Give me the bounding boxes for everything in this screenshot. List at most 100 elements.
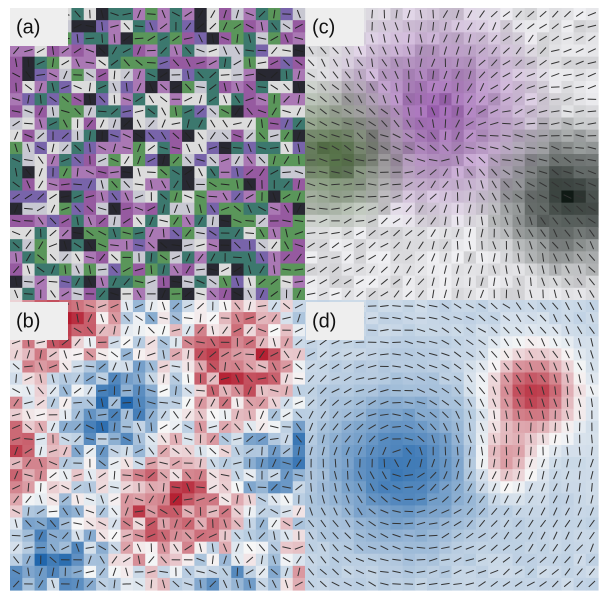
spin-arrow xyxy=(282,485,291,489)
spin-arrow xyxy=(306,340,316,345)
spin-arrow xyxy=(492,216,496,226)
spin-arrow xyxy=(405,95,412,103)
spin-arrow xyxy=(208,509,218,514)
spin-arrow xyxy=(467,374,473,383)
spin-arrow xyxy=(443,265,447,274)
spin-arrow xyxy=(198,143,203,153)
spin-arrow xyxy=(76,301,79,311)
spin-arrow xyxy=(443,82,448,92)
spin-arrow xyxy=(308,531,314,540)
spin-arrow xyxy=(270,568,278,576)
spin-arrow xyxy=(11,219,21,223)
spin-arrow xyxy=(392,194,401,199)
spin-arrow xyxy=(490,580,498,587)
spin-arrow xyxy=(294,303,303,309)
spin-arrow xyxy=(24,48,33,53)
spin-arrow xyxy=(61,85,70,90)
spin-arrow xyxy=(332,544,339,552)
spin-arrow xyxy=(221,351,230,357)
spin-arrow xyxy=(135,59,143,66)
spin-arrow xyxy=(355,158,365,162)
spin-arrow xyxy=(38,362,43,371)
spin-arrow xyxy=(417,363,425,369)
spin-arrow xyxy=(86,520,94,527)
spin-arrow xyxy=(332,95,339,103)
spin-arrow xyxy=(527,302,535,310)
spin-arrow xyxy=(86,230,94,237)
spin-arrow xyxy=(134,533,144,538)
spin-arrow xyxy=(294,36,304,40)
spin-arrow xyxy=(357,507,363,516)
spin-arrow xyxy=(504,470,509,480)
spin-arrow xyxy=(161,301,166,311)
spin-arrow xyxy=(332,568,339,576)
spin-arrow xyxy=(12,265,20,274)
spin-arrow xyxy=(538,147,548,149)
spin-arrow xyxy=(479,362,485,371)
spin-arrow xyxy=(269,389,279,393)
spin-arrow xyxy=(417,254,425,261)
spin-arrow xyxy=(503,568,510,576)
spin-arrow xyxy=(221,448,230,454)
spin-arrow xyxy=(110,460,119,466)
spin-arrow xyxy=(540,338,546,347)
spin-arrow xyxy=(223,301,227,311)
spin-arrow xyxy=(173,217,179,225)
spin-arrow xyxy=(174,386,177,395)
spin-arrow xyxy=(86,72,94,78)
spin-arrow xyxy=(538,194,548,199)
spin-arrow xyxy=(578,458,582,468)
spin-arrow xyxy=(97,110,107,113)
spin-arrow xyxy=(554,265,557,274)
spin-arrow xyxy=(113,470,116,480)
spin-arrow xyxy=(466,156,474,164)
spin-arrow xyxy=(233,351,242,357)
spin-arrow xyxy=(345,446,350,456)
spin-arrow xyxy=(502,544,511,551)
spin-arrow xyxy=(455,9,460,19)
spin-arrow xyxy=(553,531,558,540)
spin-arrow xyxy=(343,134,352,138)
spin-arrow xyxy=(333,495,338,504)
spin-arrow xyxy=(587,146,597,150)
spin-arrow xyxy=(247,483,252,492)
spin-arrow xyxy=(517,253,520,262)
spin-arrow xyxy=(515,71,523,78)
spin-arrow xyxy=(294,327,303,333)
spin-arrow xyxy=(63,459,68,468)
spin-arrow xyxy=(331,363,340,370)
spin-arrow xyxy=(234,156,240,165)
spin-arrow xyxy=(235,543,240,552)
spin-arrow xyxy=(159,219,168,223)
spin-arrow xyxy=(223,386,228,395)
spin-arrow xyxy=(185,47,192,55)
spin-arrow xyxy=(110,108,119,115)
spin-arrow xyxy=(297,567,301,577)
spin-arrow xyxy=(137,374,141,383)
spin-arrow xyxy=(87,180,93,189)
spin-arrow xyxy=(553,446,557,456)
spin-arrow xyxy=(110,340,119,345)
spin-arrow xyxy=(208,48,218,53)
spin-arrow xyxy=(15,253,18,262)
spin-arrow xyxy=(73,96,82,102)
spin-arrow xyxy=(514,569,523,575)
spin-arrow xyxy=(247,531,252,540)
spin-arrow xyxy=(539,10,547,18)
spin-arrow xyxy=(466,339,474,346)
spin-arrow xyxy=(61,496,69,503)
spin-arrow xyxy=(270,84,279,90)
spin-arrow xyxy=(540,543,546,552)
spin-arrow xyxy=(380,413,389,416)
spin-arrow xyxy=(25,241,32,250)
spin-arrow xyxy=(197,132,204,140)
spin-arrow xyxy=(48,364,58,369)
spin-arrow xyxy=(160,410,167,419)
spin-arrow xyxy=(48,72,58,78)
spin-arrow xyxy=(539,96,548,102)
spin-arrow xyxy=(453,557,462,563)
spin-arrow xyxy=(490,84,499,90)
spin-arrow xyxy=(211,555,214,565)
spin-arrow xyxy=(565,350,570,359)
spin-arrow xyxy=(294,545,304,550)
